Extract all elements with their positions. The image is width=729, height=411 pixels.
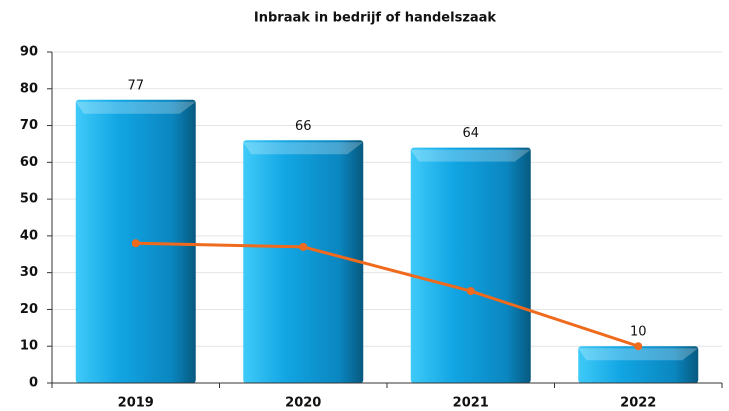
y-tick-label: 20 [20,302,38,317]
bar-bevel [410,149,531,162]
x-tick-label: 2019 [118,396,154,411]
y-tick-label: 50 [20,192,38,207]
y-tick-label: 90 [20,45,38,60]
bar [410,147,531,383]
line-point [634,342,643,351]
line-point [466,287,475,296]
value-label: 77 [127,78,144,93]
chart-title: Inbraak in bedrijf of handelszaak [254,11,497,26]
line-point [299,242,308,251]
line [135,241,639,348]
x-tick-label: 2020 [285,396,321,411]
line-point [131,239,140,248]
value-label: 64 [462,126,479,141]
bar [243,140,364,383]
bar [578,346,699,383]
y-tick-label: 40 [20,228,38,243]
x-tick-label: 2021 [453,396,489,411]
bar-bevel [578,348,699,361]
y-tick-label: 10 [20,339,38,354]
bar-bevel [75,101,196,114]
bar-bevel [243,142,364,155]
x-tick-label: 2022 [620,396,656,411]
y-tick-label: 70 [20,118,38,133]
value-label: 66 [295,119,312,134]
y-tick-label: 80 [20,81,38,96]
y-tick-label: 30 [20,265,38,280]
y-tick-label: 0 [29,376,38,391]
value-label: 10 [630,325,647,340]
y-tick-label: 60 [20,155,38,170]
